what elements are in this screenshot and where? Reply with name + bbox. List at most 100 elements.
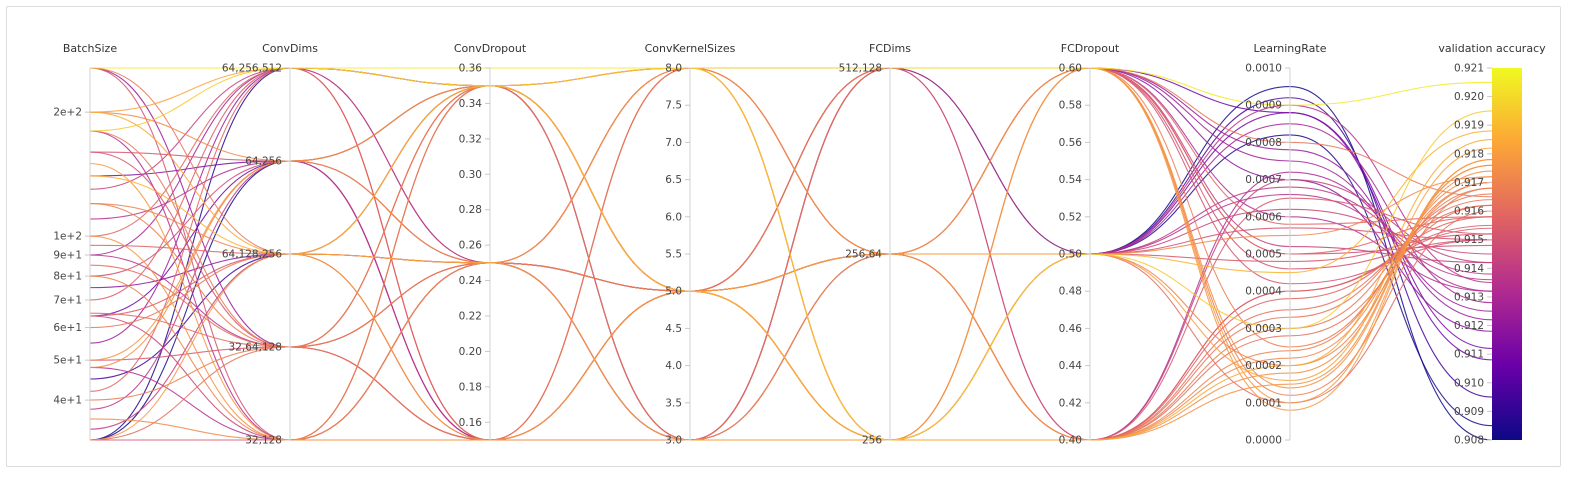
tick-label: 0.913 xyxy=(1454,291,1484,303)
tick-label: 0.0005 xyxy=(1245,249,1282,261)
axis-title: validation accuracy xyxy=(1438,42,1546,55)
tick-label: 0.0001 xyxy=(1245,397,1282,409)
tick-label: 4.0 xyxy=(665,360,682,372)
run-polyline[interactable] xyxy=(89,67,1493,441)
colorbar xyxy=(1492,68,1522,440)
tick-label: 0.60 xyxy=(1059,63,1082,75)
tick-label: 9e+1 xyxy=(53,250,82,262)
tick-label: 0.28 xyxy=(459,204,482,216)
tick-label: 0.22 xyxy=(459,311,482,323)
axis-convkernelsizes[interactable]: ConvKernelSizes 8.0 7.5 7.0 6.5 6.0 5.5 5.0 4.5 4… xyxy=(645,42,736,447)
tick-label: 8.0 xyxy=(665,63,682,75)
tick-label: 0.919 xyxy=(1454,120,1484,132)
tick-label: 0.56 xyxy=(1059,137,1083,149)
run-polyline[interactable] xyxy=(89,67,1493,441)
axis-fcdims[interactable]: FCDims 512,128 256,64 256 xyxy=(839,42,912,447)
run-polyline[interactable] xyxy=(89,67,1493,401)
run-polyline[interactable] xyxy=(89,67,1493,441)
tick-label: 6.5 xyxy=(665,174,682,186)
tick-label: 0.34 xyxy=(459,98,483,110)
tick-label: 64,128,256 xyxy=(222,249,282,261)
tick-label: 0.916 xyxy=(1454,206,1484,218)
tick-label: 7e+1 xyxy=(53,294,82,306)
tick-label: 8e+1 xyxy=(53,271,82,283)
tick-label: 0.18 xyxy=(459,381,482,393)
tick-label: 256,64 xyxy=(845,249,882,261)
tick-label: 0.46 xyxy=(1059,323,1083,335)
tick-label: 0.40 xyxy=(1059,435,1082,447)
tick-label: 4e+1 xyxy=(53,395,82,407)
tick-label: 0.0007 xyxy=(1245,174,1282,186)
tick-label: 0.16 xyxy=(459,417,483,429)
tick-label: 0.58 xyxy=(1059,100,1082,112)
run-polyline[interactable] xyxy=(89,85,1493,441)
tick-label: 0.20 xyxy=(459,346,482,358)
tick-label: 4.5 xyxy=(665,323,682,335)
tick-label: 0.0008 xyxy=(1245,137,1282,149)
axis-title: ConvDims xyxy=(262,42,318,55)
tick-label: 0.26 xyxy=(459,240,483,252)
tick-label: 1e+2 xyxy=(53,231,82,243)
tick-label: 0.0006 xyxy=(1245,211,1282,223)
axis-convdropout[interactable]: ConvDropout 0.36 0.34 0.32 0.30 0.28 0.26 0.24 0… xyxy=(454,42,527,440)
tick-label: 64,256 xyxy=(245,156,282,168)
tick-label: 0.0003 xyxy=(1245,323,1282,335)
axis-batchsize[interactable]: BatchSize 2e+2 1e+2 9e+1 8e+1 7e+1 6e+1 5e+1 4e+… xyxy=(53,42,117,440)
tick-label: 2e+2 xyxy=(53,107,82,119)
tick-label: 0.36 xyxy=(459,63,483,75)
run-polyline[interactable] xyxy=(89,85,1493,398)
tick-label: 0.921 xyxy=(1454,63,1484,75)
axis-title: FCDims xyxy=(869,42,911,55)
tick-label: 0.914 xyxy=(1454,263,1484,275)
tick-label: 0.917 xyxy=(1454,177,1484,189)
tick-label: 0.918 xyxy=(1454,148,1484,160)
tick-label: 0.912 xyxy=(1454,320,1484,332)
tick-label: 32,64,128 xyxy=(229,342,282,354)
tick-label: 0.44 xyxy=(1059,360,1083,372)
tick-label: 5.5 xyxy=(665,249,682,261)
tick-label: 0.24 xyxy=(459,275,483,287)
tick-label: 0.30 xyxy=(459,169,482,181)
axis-title: ConvKernelSizes xyxy=(645,42,736,55)
chart-panel xyxy=(6,6,1561,467)
tick-label: 0.0002 xyxy=(1245,360,1282,372)
tick-label: 6.0 xyxy=(665,211,682,223)
tick-label: 0.908 xyxy=(1454,435,1484,447)
axis-validation-accuracy[interactable]: validation accuracy 0.921 0.920 0.919 0.918 0… xyxy=(1438,42,1546,447)
tick-label: 64,256,512 xyxy=(222,63,282,75)
tick-label: 0.0004 xyxy=(1245,286,1282,298)
tick-label: 0.48 xyxy=(1059,286,1082,298)
axis-convdims[interactable]: ConvDims 64,256,512 64,256 64,128,256 32,64,… xyxy=(222,42,318,447)
tick-label: 7.5 xyxy=(665,100,682,112)
run-polyline[interactable] xyxy=(90,67,1493,106)
axis-title: LearningRate xyxy=(1254,42,1327,55)
tick-label: 0.50 xyxy=(1059,249,1082,261)
tick-label: 0.0010 xyxy=(1245,63,1282,75)
tick-label: 0.0009 xyxy=(1245,100,1282,112)
polylines-layer xyxy=(89,67,1493,441)
tick-label: 512,128 xyxy=(839,63,882,75)
tick-label: 0.54 xyxy=(1059,174,1083,186)
tick-label: 0.909 xyxy=(1454,406,1484,418)
axis-learningrate[interactable]: LearningRate 0.0010 0.0009 0.0008 0.0007 0.00… xyxy=(1245,42,1326,447)
tick-label: 0.32 xyxy=(459,133,482,145)
axis-fcdropout[interactable]: FCDropout 0.60 0.58 0.56 0.54 0.52 0.50 0.48 0.4… xyxy=(1059,42,1120,447)
tick-label: 5.0 xyxy=(665,286,682,298)
axes-layer: BatchSize 2e+2 1e+2 9e+1 8e+1 7e+1 6e+1 5e+1 4e+… xyxy=(53,42,1546,447)
tick-label: 0.920 xyxy=(1454,91,1484,103)
tick-label: 3.0 xyxy=(665,435,682,447)
tick-label: 256 xyxy=(862,435,882,447)
axis-title: ConvDropout xyxy=(454,42,527,55)
tick-label: 7.0 xyxy=(665,137,682,149)
tick-label: 6e+1 xyxy=(53,322,82,334)
tick-label: 5e+1 xyxy=(53,355,82,367)
axis-title: FCDropout xyxy=(1061,42,1120,55)
tick-label: 0.52 xyxy=(1059,211,1082,223)
axis-title: BatchSize xyxy=(63,42,117,55)
tick-label: 32,128 xyxy=(245,435,282,447)
tick-label: 0.910 xyxy=(1454,377,1484,389)
tick-label: 0.0000 xyxy=(1245,435,1282,447)
tick-label: 0.911 xyxy=(1454,349,1484,361)
tick-label: 3.5 xyxy=(665,397,682,409)
